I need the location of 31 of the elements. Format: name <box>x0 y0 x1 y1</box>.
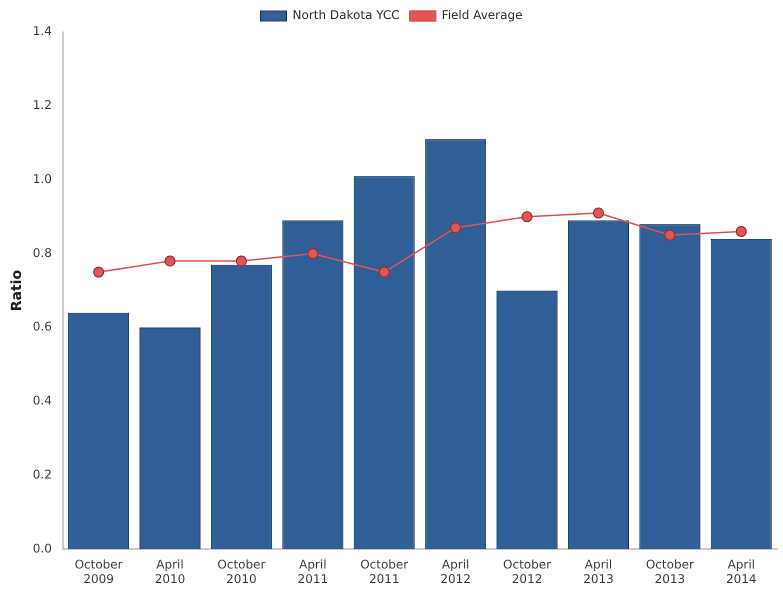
point <box>664 230 676 241</box>
point <box>450 222 462 234</box>
point <box>164 256 176 267</box>
y-tick-label: 0.6 <box>32 320 52 334</box>
point <box>93 266 104 278</box>
point <box>307 248 318 260</box>
x-tick-label: April 2013 <box>583 558 614 586</box>
x-tick-label: October 2013 <box>646 558 694 586</box>
point <box>592 208 604 219</box>
y-tick-label: 0.4 <box>32 394 52 408</box>
x-tick-label: October 2012 <box>503 558 552 586</box>
x-tick-label: October 2009 <box>74 558 123 586</box>
x-tick-label: April 2014 <box>726 558 757 586</box>
x-tick-label: April 2011 <box>298 558 328 586</box>
y-axis-title: Ratio <box>9 270 26 312</box>
point <box>522 211 533 222</box>
y-tick-label: 1.2 <box>32 98 52 112</box>
point <box>736 226 747 237</box>
point <box>236 256 247 267</box>
x-tick-label: October 2011 <box>360 558 408 586</box>
legend-label: Field Average <box>442 8 522 22</box>
x-tick-label: October 2010 <box>217 558 266 586</box>
legend-label: North Dakota YCC <box>292 8 400 22</box>
point <box>378 266 390 278</box>
y-tick-label: 0.8 <box>32 246 52 260</box>
x-tick-label: April 2012 <box>440 558 471 586</box>
y-tick-label: 0.2 <box>32 467 52 482</box>
x-tick-label: April 2010 <box>154 558 186 586</box>
y-tick-label: 1.0 <box>32 172 52 186</box>
y-tick-label: 0.0 <box>32 541 52 556</box>
y-tick-label: 1.4 <box>32 24 52 38</box>
